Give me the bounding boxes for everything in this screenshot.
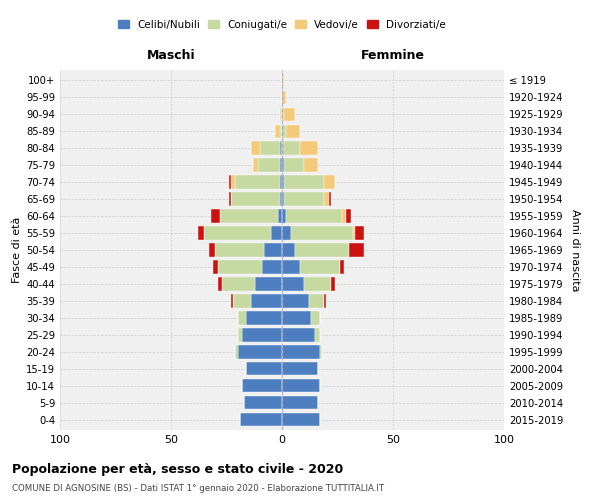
Bar	[220, 210, 278, 222]
Bar	[238, 312, 247, 324]
Text: Popolazione per età, sesso e stato civile - 2020: Popolazione per età, sesso e stato civil…	[12, 462, 343, 475]
Bar	[235, 176, 280, 188]
Bar	[280, 192, 282, 205]
Bar	[324, 294, 326, 308]
Bar	[308, 294, 324, 308]
Bar	[346, 210, 351, 222]
Bar	[286, 124, 300, 138]
Bar	[280, 142, 282, 154]
Bar	[222, 278, 256, 290]
Bar	[218, 278, 222, 290]
Bar	[247, 362, 282, 376]
Bar	[282, 396, 317, 409]
Bar	[284, 176, 324, 188]
Bar	[324, 192, 329, 205]
Bar	[304, 278, 331, 290]
Bar	[355, 226, 364, 239]
Bar	[238, 328, 242, 342]
Bar	[244, 396, 282, 409]
Bar	[300, 142, 317, 154]
Bar	[280, 108, 282, 121]
Bar	[282, 210, 286, 222]
Bar	[231, 176, 235, 188]
Bar	[197, 226, 204, 239]
Bar	[229, 176, 231, 188]
Bar	[286, 210, 342, 222]
Bar	[324, 176, 335, 188]
Bar	[256, 278, 282, 290]
Bar	[238, 346, 282, 358]
Bar	[291, 226, 353, 239]
Bar	[233, 294, 251, 308]
Bar	[300, 260, 340, 274]
Bar	[240, 413, 282, 426]
Bar	[340, 260, 344, 274]
Bar	[282, 192, 284, 205]
Bar	[295, 244, 349, 256]
Bar	[282, 278, 304, 290]
Bar	[231, 294, 233, 308]
Bar	[280, 124, 282, 138]
Bar	[204, 226, 271, 239]
Bar	[257, 158, 280, 172]
Bar	[284, 108, 295, 121]
Bar	[284, 192, 324, 205]
Bar	[282, 413, 320, 426]
Bar	[282, 226, 291, 239]
Bar	[264, 244, 282, 256]
Bar	[282, 74, 284, 87]
Bar	[282, 142, 300, 154]
Bar	[349, 244, 364, 256]
Bar	[262, 260, 282, 274]
Bar	[213, 260, 218, 274]
Bar	[316, 328, 320, 342]
Bar	[260, 142, 280, 154]
Text: Femmine: Femmine	[361, 48, 425, 62]
Bar	[231, 192, 280, 205]
Bar	[280, 176, 282, 188]
Bar	[271, 226, 282, 239]
Legend: Celibi/Nubili, Coniugati/e, Vedovi/e, Divorziati/e: Celibi/Nubili, Coniugati/e, Vedovi/e, Di…	[116, 18, 448, 32]
Bar	[242, 328, 282, 342]
Bar	[282, 90, 286, 104]
Bar	[282, 108, 284, 121]
Bar	[282, 158, 284, 172]
Bar	[311, 312, 320, 324]
Bar	[282, 176, 284, 188]
Bar	[282, 379, 320, 392]
Bar	[282, 362, 317, 376]
Y-axis label: Anni di nascita: Anni di nascita	[570, 209, 580, 291]
Text: COMUNE DI AGNOSINE (BS) - Dati ISTAT 1° gennaio 2020 - Elaborazione TUTTITALIA.I: COMUNE DI AGNOSINE (BS) - Dati ISTAT 1° …	[12, 484, 384, 493]
Bar	[278, 210, 282, 222]
Bar	[251, 142, 260, 154]
Bar	[235, 346, 238, 358]
Bar	[331, 278, 335, 290]
Bar	[282, 294, 308, 308]
Bar	[284, 158, 304, 172]
Bar	[282, 328, 316, 342]
Y-axis label: Fasce di età: Fasce di età	[12, 217, 22, 283]
Bar	[211, 210, 220, 222]
Text: Maschi: Maschi	[146, 48, 196, 62]
Bar	[253, 158, 257, 172]
Bar	[282, 124, 286, 138]
Bar	[251, 294, 282, 308]
Bar	[282, 346, 320, 358]
Bar	[282, 312, 311, 324]
Bar	[275, 124, 280, 138]
Bar	[282, 260, 300, 274]
Bar	[247, 312, 282, 324]
Bar	[280, 158, 282, 172]
Bar	[353, 226, 355, 239]
Bar	[218, 260, 262, 274]
Bar	[320, 346, 322, 358]
Bar	[282, 244, 295, 256]
Bar	[215, 244, 264, 256]
Bar	[342, 210, 346, 222]
Bar	[209, 244, 215, 256]
Bar	[229, 192, 231, 205]
Bar	[304, 158, 317, 172]
Bar	[242, 379, 282, 392]
Bar	[329, 192, 331, 205]
